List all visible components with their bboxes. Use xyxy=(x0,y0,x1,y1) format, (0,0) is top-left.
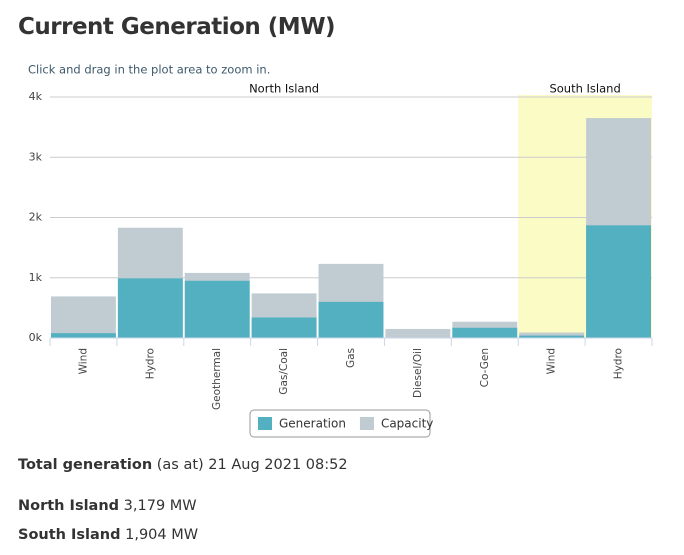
y-tick-label: 4k xyxy=(29,90,43,103)
summary-label: South Island xyxy=(18,527,121,543)
group-label: North Island xyxy=(249,82,319,96)
legend-box xyxy=(249,409,431,438)
chart-subtitle: Click and drag in the plot area to zoom … xyxy=(28,63,270,77)
bar xyxy=(586,225,651,338)
x-tick-label: Co-Gen xyxy=(479,348,491,387)
chart-title: Current Generation (MW) xyxy=(18,14,336,40)
x-tick-label: Geothermal xyxy=(211,348,223,410)
summary-text: 1,904 MW xyxy=(125,527,199,543)
legend-label: Capacity xyxy=(381,417,433,431)
bar xyxy=(452,327,518,338)
bar xyxy=(117,278,183,338)
bar xyxy=(51,333,116,338)
summary-text: 3,179 MW xyxy=(123,498,197,514)
bar xyxy=(251,317,317,338)
x-tick-label: Wind xyxy=(77,348,89,374)
summary-line: South Island 1,904 MW xyxy=(18,527,198,543)
legend-swatch xyxy=(359,417,374,430)
summary-line: North Island 3,179 MW xyxy=(18,498,197,514)
x-tick-label: Hydro xyxy=(613,348,625,379)
bar xyxy=(184,280,250,338)
summary-label: Total generation xyxy=(18,457,153,473)
group-label: South Island xyxy=(549,82,620,96)
chart: Click and drag in the plot area to zoom … xyxy=(28,63,653,438)
y-tick-label: 0k xyxy=(29,331,43,344)
y-tick-label: 3k xyxy=(29,150,43,163)
bar xyxy=(519,332,585,338)
y-tick-label: 2k xyxy=(29,211,43,224)
legend-swatch xyxy=(258,417,272,430)
summary-label: North Island xyxy=(18,498,120,514)
x-tick-label: Diesel/Oil xyxy=(412,348,424,398)
x-tick-label: Gas xyxy=(345,348,357,368)
y-tick-label: 1k xyxy=(29,271,43,284)
summary-text: (as at) 21 Aug 2021 08:52 xyxy=(156,457,348,473)
bar xyxy=(51,296,116,338)
summary-line: Total generation (as at) 21 Aug 2021 08:… xyxy=(18,457,348,473)
x-tick-label: Wind xyxy=(546,348,558,374)
bar xyxy=(318,301,384,338)
x-tick-label: Hydro xyxy=(144,348,156,379)
legend-label: Generation xyxy=(279,417,346,431)
x-tick-label: Gas/Coal xyxy=(278,348,290,395)
bar xyxy=(385,328,451,338)
bar xyxy=(519,335,585,338)
